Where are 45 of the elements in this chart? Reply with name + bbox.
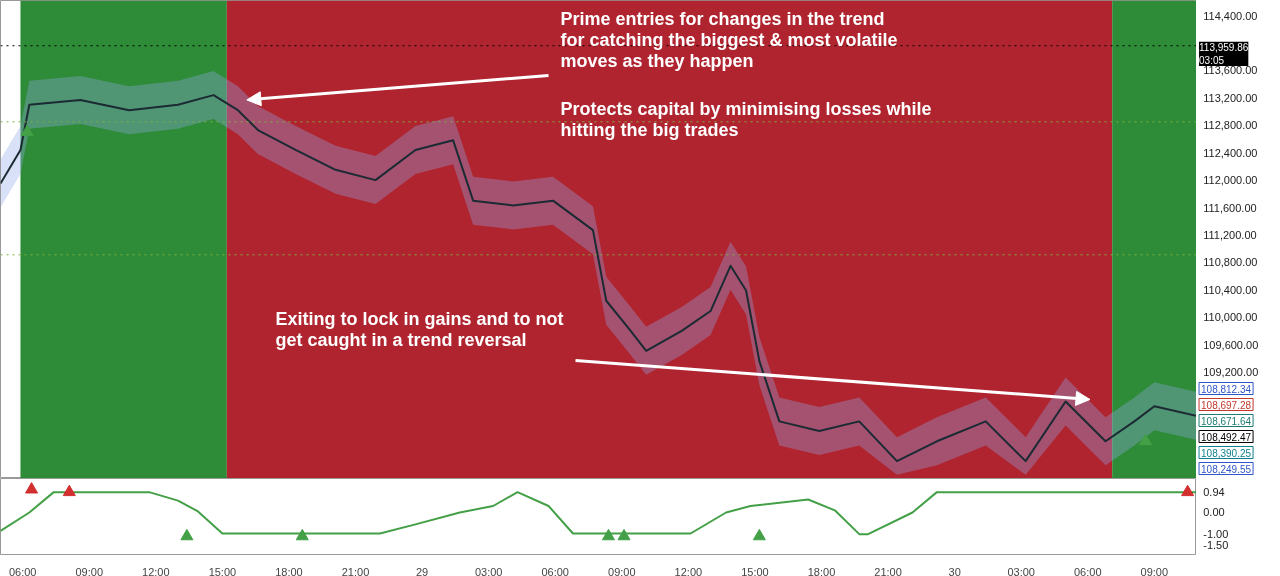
x-tick-label: 06:00: [541, 565, 569, 576]
y-tick-label: 111,600.00: [1203, 201, 1257, 214]
x-tick-label: 12:00: [142, 565, 170, 576]
y-tick-label: 113,600.00: [1203, 64, 1258, 77]
annotation: Prime entries for changes in the trend for catching the biggest & most volatile moves as they happen: [560, 8, 898, 71]
annotation: 108,390.25: [1201, 447, 1252, 459]
y-tick-label: 112,000.00: [1203, 174, 1258, 187]
y-tick-label: -1.50: [1203, 538, 1229, 551]
x-tick-label: 21:00: [341, 565, 370, 576]
annotation: 108,492.47: [1201, 431, 1252, 443]
annotation: 108,812.34: [1201, 383, 1252, 395]
y-tick-label: 0.00: [1203, 506, 1225, 519]
annotation: 108,249.55: [1201, 463, 1252, 475]
x-tick-label: 06:00: [1074, 565, 1102, 576]
y-tick-label: 112,400.00: [1203, 146, 1258, 159]
y-tick-label: 110,400.00: [1203, 283, 1258, 296]
x-tick-label: 09:00: [608, 565, 636, 576]
y-tick-label: 110,000.00: [1203, 311, 1258, 324]
annotation: 108,697.28: [1201, 399, 1252, 411]
x-tick-label: 12:00: [674, 565, 703, 576]
y-tick-label: 112,800.00: [1203, 119, 1258, 132]
x-tick-label: 18:00: [807, 565, 836, 576]
annotation: Protects capital by minimising losses while hitting the big trades: [560, 98, 932, 140]
x-tick-label: 15:00: [208, 565, 237, 576]
annotation: 108,671.64: [1201, 415, 1252, 427]
y-tick-label: -1.00: [1203, 528, 1229, 541]
x-tick-label: 09:00: [1140, 565, 1169, 576]
y-tick-label: 113,200.00: [1203, 91, 1258, 104]
y-tick-label: 114,400.00: [1203, 9, 1258, 22]
x-tick-label: 03:00: [474, 565, 503, 576]
y-tick-label: 111,200.00: [1203, 228, 1257, 241]
x-tick-label: 06:00: [8, 565, 37, 576]
x-tick-label: 18:00: [275, 565, 303, 576]
x-tick-label: 21:00: [874, 565, 902, 576]
y-tick-label: 110,800.00: [1203, 256, 1258, 269]
y-tick-label: 109,600.00: [1203, 338, 1259, 351]
annotation: Exiting to lock in gains and to not get caught in a trend reversal: [275, 308, 564, 350]
x-tick-label: 09:00: [75, 565, 104, 576]
x-tick-label: 29: [415, 565, 429, 576]
y-tick-label: 0.94: [1203, 486, 1225, 499]
x-tick-label: 15:00: [741, 565, 769, 576]
x-tick-label: 03:00: [1007, 565, 1035, 576]
y-tick-label: 109,200.00: [1203, 366, 1259, 379]
ref-line-label: 113,959.86 03:05: [1199, 41, 1249, 66]
x-tick-label: 30: [948, 565, 961, 576]
